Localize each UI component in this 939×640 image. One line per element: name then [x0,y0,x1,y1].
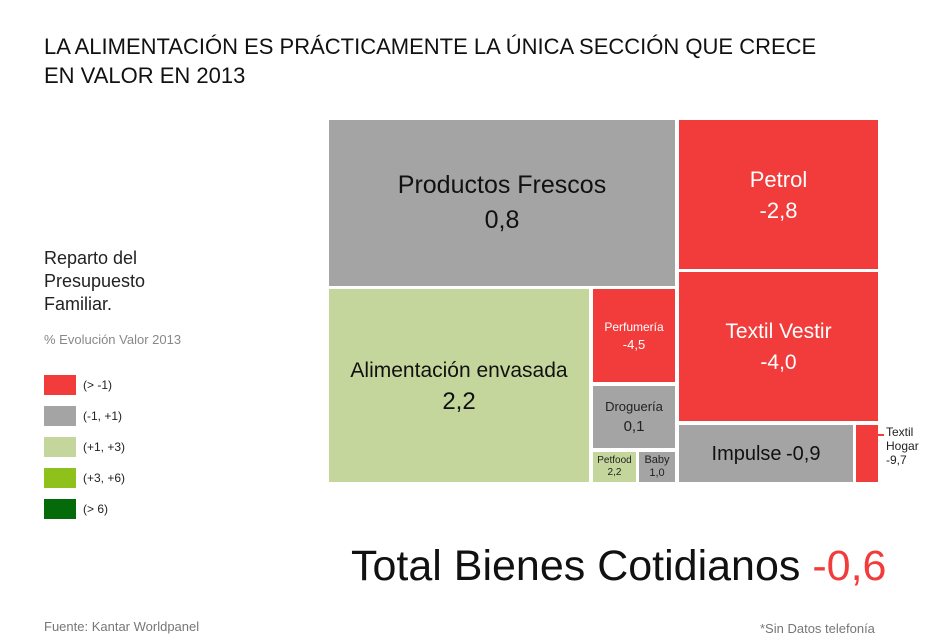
total-line: Total Bienes Cotidianos -0,6 [351,542,886,591]
tile-value: -2,8 [759,197,798,223]
legend-item: (> 6) [44,499,184,519]
tile-petfood: Petfood 2,2 [593,452,636,482]
tile-value: 0,8 [484,206,520,234]
tile-value: 2,2 [607,467,622,478]
legend-swatch [44,468,76,488]
textil-hogar-name: Textil Hogar [886,425,919,453]
legend-swatch [44,375,76,395]
legend-swatch [44,437,76,457]
tile-label: Petfood 2,2 [593,455,636,479]
tile-value: 2,2 [442,387,476,415]
legend-swatch [44,406,76,426]
legend-item: (> -1) [44,375,184,395]
tile-impulse: Impulse -0,9 [679,425,853,482]
tile-textil-hogar [856,425,878,482]
textil-hogar-callout-line [862,434,884,436]
tile-name: Productos Frescos [397,171,607,199]
footnote: *Sin Datos telefonía [760,621,875,636]
tile-productos-frescos: Productos Frescos 0,8 [329,120,675,286]
tile-name: Droguería [605,399,663,414]
tile-name: Baby [644,454,670,466]
tile-label: Droguería 0,1 [593,397,675,437]
tile-label: Textil Vestir -4,0 [679,316,878,378]
textil-hogar-value: -9,7 [886,453,907,467]
total-label: Total Bienes Cotidianos [351,542,801,590]
tile-drogueria: Droguería 0,1 [593,386,675,448]
tile-perfumeria: Perfumería -4,5 [593,289,675,382]
legend-label: (-1, +1) [83,409,123,423]
tile-baby: Baby 1,0 [639,452,675,482]
tile-value: -4,5 [622,336,646,352]
tile-label: Petrol -2,8 [679,164,878,226]
total-value: -0,6 [812,542,887,590]
tile-name: Petfood [597,455,632,466]
tile-value: 0,1 [623,418,645,435]
legend-swatch [44,499,76,519]
legend-item: (+3, +6) [44,468,184,488]
legend-subtitle: % Evolución Valor 2013 [44,332,182,347]
tile-value: -0,9 [786,442,821,465]
tile-label: Baby 1,0 [639,454,675,480]
tile-label: Impulse -0,9 [679,442,853,466]
tile-label: Perfumería -4,5 [593,318,675,354]
tile-name: Textil Vestir [725,319,832,343]
tile-value: -4,0 [760,350,797,374]
source-note: Fuente: Kantar Worldpanel [44,619,200,634]
legend-label: (+1, +3) [83,440,126,454]
tile-name: Alimentación envasada [350,358,568,382]
chart-title: LA ALIMENTACIÓN ES PRÁCTICAMENTE LA ÚNIC… [44,34,817,88]
legend-label: (> 6) [83,502,109,516]
legend-item: (+1, +3) [44,437,184,457]
tile-name: Perfumería [604,319,664,334]
textil-hogar-callout: Textil Hogar -9,7 [886,425,939,467]
tile-label: Alimentación envasada 2,2 [329,355,589,417]
tile-value: 1,0 [649,467,665,479]
legend-label: (+3, +6) [83,471,126,485]
tile-alimentacion-envasada: Alimentación envasada 2,2 [329,289,589,482]
tile-name: Impulse [711,442,782,465]
tile-textil-vestir: Textil Vestir -4,0 [679,272,878,421]
tile-name: Petrol [749,166,808,192]
legend-item: (-1, +1) [44,406,184,426]
legend-title: Reparto del Presupuesto Familiar. [44,248,146,314]
tile-petrol: Petrol -2,8 [679,120,878,269]
tile-label: Productos Frescos 0,8 [329,168,675,238]
legend-label: (> -1) [83,378,113,392]
